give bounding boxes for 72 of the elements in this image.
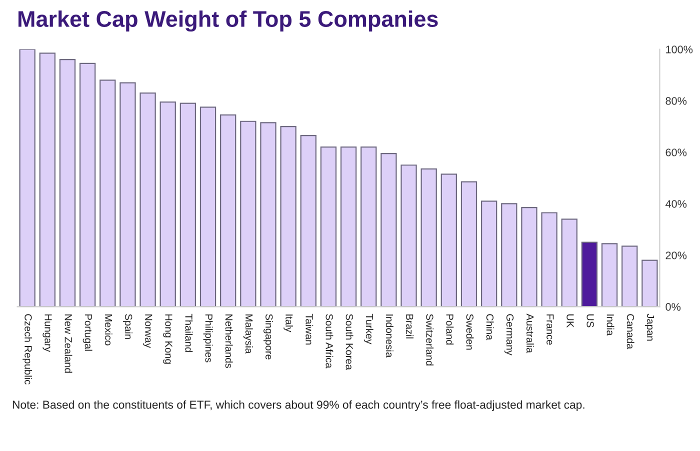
x-tick-label: Thailand xyxy=(185,314,193,352)
x-tick-label: Malaysia xyxy=(243,314,253,354)
x-tick-label: China xyxy=(486,314,494,340)
bar xyxy=(501,203,518,307)
x-tick-label: Netherlands xyxy=(225,314,233,368)
bar xyxy=(460,181,478,307)
x-tick-label: Poland xyxy=(446,314,454,345)
x-tick-label: Switzerland xyxy=(426,314,434,366)
x-tick-label: Japan xyxy=(644,314,654,341)
bar xyxy=(120,82,136,307)
x-tick-label: Germany xyxy=(504,314,514,356)
x-tick-label: Singapore xyxy=(264,314,273,360)
x-tick-label: New Zealand xyxy=(64,314,72,373)
bar xyxy=(100,80,116,307)
bar xyxy=(180,102,196,307)
bar xyxy=(280,126,296,307)
x-tick-label: Brazil xyxy=(406,314,414,338)
x-tick-label: Italy xyxy=(284,314,294,332)
y-tick-label: 20% xyxy=(666,252,687,260)
bar xyxy=(260,122,276,307)
y-tick-label: 60% xyxy=(666,148,687,156)
bar xyxy=(601,243,618,307)
x-tick-label: South Korea xyxy=(346,314,354,370)
x-tick-label: Czech Republic xyxy=(22,314,32,384)
bar xyxy=(140,92,156,307)
bar xyxy=(642,260,658,307)
x-tick-label: Taiwan xyxy=(306,314,314,345)
y-tick-label: 100% xyxy=(666,46,693,54)
bar xyxy=(581,242,598,307)
bar xyxy=(240,120,256,307)
y-tick-label: 80% xyxy=(666,97,687,105)
x-tick-label: US xyxy=(586,314,594,328)
bar xyxy=(79,62,96,307)
bar xyxy=(541,212,558,307)
bar xyxy=(220,114,236,307)
bar xyxy=(320,146,337,307)
x-tick-label: Portugal xyxy=(82,314,92,351)
bar xyxy=(622,246,638,307)
x-tick-label: India xyxy=(606,314,614,336)
x-tick-label: Hungary xyxy=(42,314,52,352)
bar xyxy=(160,102,176,307)
bar xyxy=(360,146,377,307)
x-tick-label: Spain xyxy=(122,314,132,339)
bar xyxy=(521,207,538,307)
x-tick-label: UK xyxy=(566,314,574,328)
bar xyxy=(440,174,457,307)
bar xyxy=(200,106,216,307)
x-tick-label: Turkey xyxy=(364,314,374,344)
bar xyxy=(39,52,56,307)
x-tick-label: Australia xyxy=(526,314,534,354)
text: Note: Based on the constituents of ETF, which covers about 99% of each country’s free float-adjusted market cap. xyxy=(12,400,584,411)
chart-title: Market Cap Weight of Top 5 Companies xyxy=(18,10,438,32)
x-tick-label: France xyxy=(546,314,554,345)
bar xyxy=(561,218,578,307)
y-tick-label: 40% xyxy=(666,200,687,208)
y-tick-label: 0% xyxy=(666,303,681,311)
bar xyxy=(59,59,76,307)
bar xyxy=(420,168,437,307)
bar xyxy=(19,49,36,307)
x-tick-label: Canada xyxy=(626,314,634,350)
x-tick-label: Philippines xyxy=(203,314,213,362)
bar xyxy=(300,134,316,307)
bar xyxy=(480,200,498,307)
x-tick-label: Mexico xyxy=(104,314,112,346)
x-tick-label: Indonesia xyxy=(386,314,394,358)
x-tick-label: Hong Kong xyxy=(163,314,172,364)
bar xyxy=(400,164,417,307)
x-tick-label: Sweden xyxy=(466,314,474,350)
bar xyxy=(340,146,357,307)
bar xyxy=(380,152,397,307)
x-tick-label: South Africa xyxy=(326,314,334,368)
x-tick-label: Norway xyxy=(143,314,152,348)
